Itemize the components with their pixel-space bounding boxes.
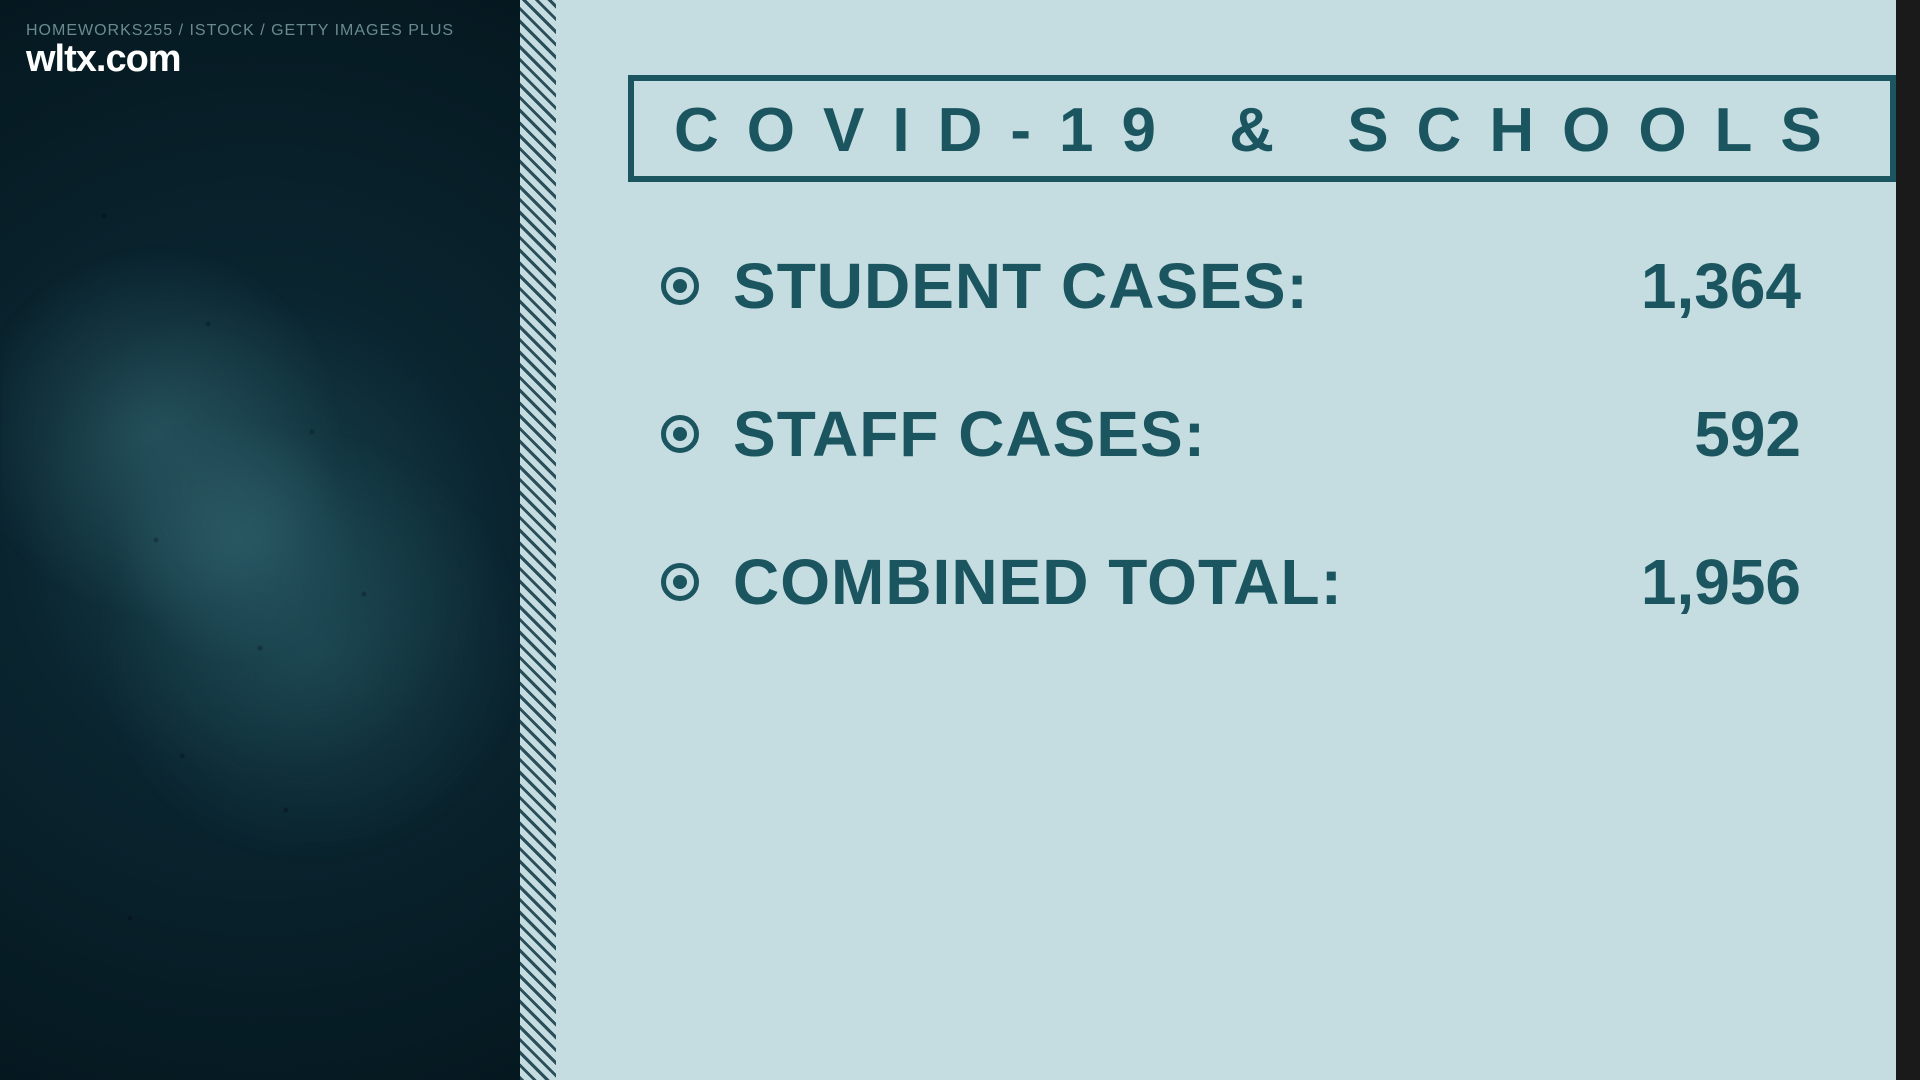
station-logo: wltx.com	[26, 38, 181, 81]
hatched-divider	[520, 0, 556, 1080]
data-list: STUDENT CASES: 1,364 STAFF CASES: 592 CO…	[661, 175, 1801, 619]
bullet-icon	[661, 267, 699, 305]
bullet-icon	[661, 415, 699, 453]
data-row-staff: STAFF CASES: 592	[661, 397, 1801, 471]
right-edge-strip	[1896, 0, 1920, 1080]
background-container: HOMEWORKS255 / ISTOCK / GETTY IMAGES PLU…	[0, 0, 1920, 1080]
bullet-icon	[661, 563, 699, 601]
title-text: COVID-19 & SCHOOLS	[674, 95, 1850, 166]
title-box: COVID-19 & SCHOOLS	[628, 75, 1896, 182]
row-value: 592	[1581, 397, 1801, 471]
row-label: STUDENT CASES:	[733, 249, 1581, 323]
row-value: 1,956	[1581, 545, 1801, 619]
row-label: COMBINED TOTAL:	[733, 545, 1581, 619]
row-label: STAFF CASES:	[733, 397, 1581, 471]
virus-spots	[0, 0, 520, 1080]
info-panel: COVID-19 & SCHOOLS STUDENT CASES: 1,364 …	[556, 0, 1920, 1080]
data-row-combined: COMBINED TOTAL: 1,956	[661, 545, 1801, 619]
row-value: 1,364	[1581, 249, 1801, 323]
data-row-student: STUDENT CASES: 1,364	[661, 249, 1801, 323]
left-image-panel: HOMEWORKS255 / ISTOCK / GETTY IMAGES PLU…	[0, 0, 520, 1080]
